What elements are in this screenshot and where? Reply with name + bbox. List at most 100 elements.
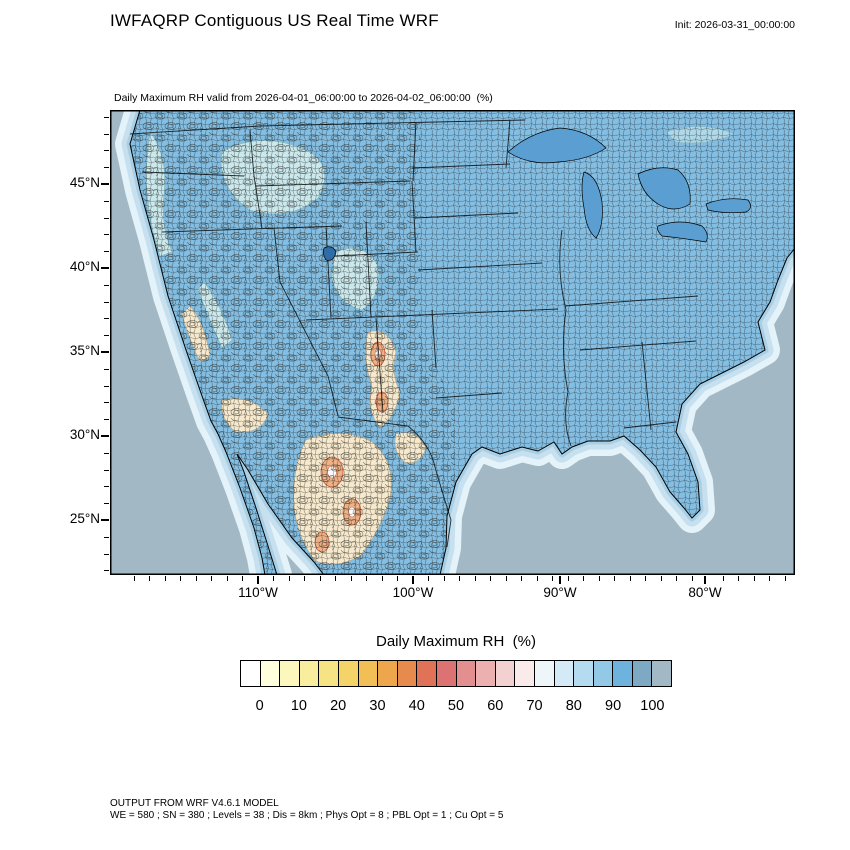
axis-tick bbox=[104, 200, 109, 202]
colorbar-tick-label: 30 bbox=[369, 698, 386, 714]
plot-title: IWFAQRP Contiguous US Real Time WRF bbox=[110, 11, 439, 30]
colorbar bbox=[240, 660, 673, 687]
colorbar-tick-label: 10 bbox=[290, 698, 307, 714]
axis-tick bbox=[691, 576, 693, 581]
axis-tick bbox=[180, 576, 181, 581]
axis-tick bbox=[164, 576, 166, 581]
lat-axis-label: 25°N bbox=[69, 511, 100, 526]
axis-tick bbox=[738, 576, 739, 581]
colorbar-cell bbox=[494, 660, 516, 687]
colorbar-tick-labels: 0 10 20 30 40 50 60 70 80 90 100 bbox=[240, 698, 672, 718]
axis-tick bbox=[704, 576, 706, 584]
great-lakes bbox=[322, 127, 751, 261]
colorbar-tick-label: 0 bbox=[255, 698, 264, 714]
axis-tick bbox=[101, 267, 109, 269]
us-rh-contour-map bbox=[110, 110, 795, 575]
axis-tick bbox=[366, 576, 367, 581]
colorbar-cell bbox=[475, 660, 496, 687]
footer-config-line: WE = 580 ; SN = 380 ; Levels = 38 ; Dis … bbox=[110, 810, 504, 821]
footer-model-line: OUTPUT FROM WRF V4.6.1 MODEL bbox=[110, 798, 279, 809]
axis-tick bbox=[104, 133, 109, 135]
colorbar-cell bbox=[298, 660, 320, 687]
axis-tick bbox=[104, 301, 109, 303]
colorbar-cell bbox=[416, 660, 437, 687]
axis-tick bbox=[614, 576, 615, 581]
colorbar-tick-label: 40 bbox=[408, 698, 425, 714]
axis-tick bbox=[273, 576, 274, 581]
colorbar-cell bbox=[533, 660, 555, 687]
axis-tick bbox=[676, 576, 677, 581]
axis-tick bbox=[536, 576, 538, 581]
colorbar-cell bbox=[435, 660, 457, 687]
colorbar-cell bbox=[514, 660, 535, 687]
axis-tick bbox=[428, 576, 429, 581]
map-area bbox=[110, 110, 795, 575]
axis-tick bbox=[104, 318, 109, 320]
colorbar-tick-label: 70 bbox=[526, 698, 543, 714]
colorbar-tick-label: 100 bbox=[640, 698, 665, 714]
axis-tick bbox=[769, 576, 770, 581]
axis-tick bbox=[629, 576, 631, 581]
axis-tick bbox=[104, 486, 109, 488]
axis-tick bbox=[226, 576, 228, 581]
colorbar-title: Daily Maximum RH (%) bbox=[375, 633, 536, 650]
axis-tick bbox=[104, 570, 109, 572]
axis-tick bbox=[104, 385, 109, 387]
axis-tick bbox=[257, 576, 259, 584]
axis-tick bbox=[104, 402, 109, 404]
axis-tick bbox=[381, 576, 383, 581]
axis-tick bbox=[104, 452, 109, 454]
axis-tick bbox=[101, 183, 109, 185]
axis-tick bbox=[104, 503, 109, 505]
axis-tick bbox=[335, 576, 336, 581]
axis-tick bbox=[104, 167, 109, 169]
axis-tick bbox=[660, 576, 662, 581]
lat-axis-label: 35°N bbox=[69, 343, 100, 358]
axis-tick bbox=[101, 519, 109, 521]
axis-tick bbox=[598, 576, 600, 581]
axis-tick bbox=[104, 234, 109, 236]
axis-tick bbox=[567, 576, 569, 581]
axis-tick bbox=[552, 576, 553, 581]
axis-tick bbox=[101, 351, 109, 353]
axis-tick bbox=[104, 116, 109, 118]
axis-tick bbox=[443, 576, 445, 581]
colorbar-cell bbox=[318, 660, 339, 687]
axis-tick bbox=[505, 576, 507, 581]
axis-tick bbox=[242, 576, 243, 581]
colorbar-tick-label: 80 bbox=[565, 698, 582, 714]
lon-axis-label: 80°W bbox=[688, 585, 722, 600]
lon-axis-label: 110°W bbox=[238, 585, 278, 600]
colorbar-cell bbox=[631, 660, 653, 687]
colorbar-cell bbox=[612, 660, 633, 687]
axis-tick bbox=[350, 576, 352, 581]
colorbar-tick-label: 90 bbox=[605, 698, 622, 714]
colorbar-tick-label: 60 bbox=[487, 698, 504, 714]
lon-axis-label: 90°W bbox=[543, 585, 577, 600]
axis-tick bbox=[104, 419, 109, 421]
colorbar-cell bbox=[279, 660, 300, 687]
state-borders bbox=[129, 119, 699, 548]
map-frame bbox=[110, 110, 795, 575]
colorbar-cell bbox=[592, 660, 614, 687]
colorbar-cell bbox=[553, 660, 575, 687]
colorbar-cell bbox=[377, 660, 398, 687]
axis-tick bbox=[104, 536, 109, 538]
axis-tick bbox=[559, 576, 561, 584]
colorbar-cell bbox=[357, 660, 379, 687]
colorbar-tick-label: 50 bbox=[447, 698, 465, 714]
axis-tick bbox=[722, 576, 724, 581]
axis-tick bbox=[104, 217, 109, 219]
colorbar-cell bbox=[259, 660, 281, 687]
axis-tick bbox=[101, 435, 109, 437]
axis-tick bbox=[211, 576, 212, 581]
init-timestamp: Init: 2026-03-31_00:00:00 bbox=[674, 19, 795, 31]
axis-tick bbox=[459, 576, 460, 581]
axis-tick bbox=[104, 335, 109, 337]
axis-tick bbox=[104, 469, 109, 471]
axis-tick bbox=[583, 576, 584, 581]
axis-tick bbox=[474, 576, 476, 581]
colorbar-cell bbox=[455, 660, 477, 687]
colorbar-cell bbox=[396, 660, 418, 687]
axis-tick bbox=[195, 576, 197, 581]
